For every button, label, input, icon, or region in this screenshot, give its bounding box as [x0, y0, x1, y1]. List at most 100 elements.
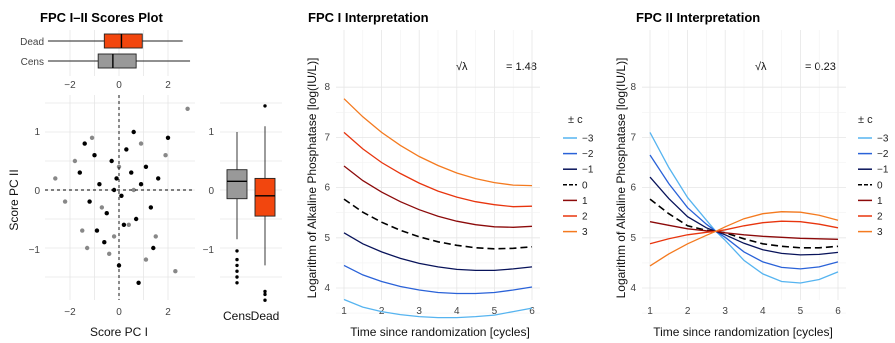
fpc2-xtick: 1 [647, 306, 653, 317]
scatter-point-cens [153, 234, 158, 239]
fpc2-annotation-value: = 0.23 [805, 61, 836, 73]
fpc1-legend-label: 0 [582, 180, 588, 191]
scatter-point-cens [131, 187, 136, 193]
scatter-point-cens [116, 164, 122, 169]
scatter-point-dead [109, 158, 114, 164]
fpc2-legend-label: 1 [877, 196, 883, 207]
fpc1-xtick: 1 [341, 306, 347, 317]
scatter-point-dead [129, 170, 134, 175]
fpc1-legend-label: −3 [582, 134, 594, 145]
fpc1-ytick: 7 [324, 132, 330, 143]
fpc1-annotation-value: = 1.48 [506, 61, 537, 73]
vbox-outlier-cens [235, 257, 239, 262]
fpc2-xtick: 2 [685, 306, 691, 317]
scatter-point-dead [148, 205, 154, 210]
scatter-point-dead [104, 211, 109, 216]
fpc1-series-line [343, 298, 533, 319]
fpc2-series-line [649, 211, 839, 267]
scatter-point-cens [143, 257, 149, 262]
fpc2-legend-label: −1 [877, 165, 889, 176]
fpc1-ytick: 6 [324, 183, 330, 194]
fpc1-legend-label: 3 [582, 227, 588, 238]
scatter-point-dead [82, 141, 87, 146]
fpc1-title: FPC I Interpretation [308, 10, 429, 25]
fpc2-legend-label: 3 [877, 227, 883, 238]
vbox-outlier-dead [263, 104, 267, 108]
fpc2-legend-label: −3 [877, 134, 889, 145]
fpc1-xlabel: Time since randomization [cycles] [350, 325, 530, 339]
scatter-point-cens [80, 228, 85, 233]
scatter-point-dead [77, 170, 83, 175]
fpc2-legend-label: 2 [877, 212, 883, 223]
scatter-point-dead [92, 153, 97, 158]
vbox-box-cens [226, 169, 248, 200]
fpc2-ylabel: Logarithm of Alkaline Phosphatase [log(I… [614, 58, 628, 299]
scatter-point-dead [136, 280, 141, 285]
fpc1-series-line [343, 232, 533, 272]
fpc1-formula-glyph: √λ [456, 61, 468, 73]
vbox-outlier-cens [235, 263, 239, 268]
scatter-xtick-0: 0 [116, 307, 122, 318]
fpc2-ytick: 7 [630, 132, 636, 143]
scatter-point-cens [84, 245, 90, 251]
scatter-xtick-2: 2 [165, 307, 171, 318]
hbox-box-dead [103, 33, 143, 49]
scatter-point-dead [94, 228, 100, 233]
fpc2-xtick: 5 [798, 306, 804, 317]
hbox-xtick-neg2: −2 [64, 80, 76, 91]
scatter-point-dead [133, 216, 139, 222]
vbox-box-dead [254, 177, 276, 217]
fpc2-ytick: 5 [630, 233, 636, 244]
fpc2-ytick: 6 [630, 183, 636, 194]
fpc2-series-line [649, 221, 839, 240]
scatter-point-cens [111, 234, 117, 239]
fpc1-series-line [343, 131, 533, 208]
scatter-xtick-neg2: −2 [64, 307, 76, 318]
fpc2-ytick: 8 [630, 82, 636, 93]
scores-plot-title: FPC I–II Scores Plot [40, 10, 163, 25]
fpc2-series-line [649, 176, 839, 256]
fpc2-legend-label: 0 [877, 180, 883, 191]
fpc1-xtick: 6 [529, 306, 535, 317]
fpc2-xtick: 3 [722, 306, 728, 317]
scatter-point-dead [124, 147, 129, 152]
fpc1-xtick: 4 [454, 306, 460, 317]
hbox-xtick-0: 0 [116, 80, 122, 91]
vbox-outlier-cens [235, 281, 239, 285]
vbox-outlier-cens [235, 269, 239, 273]
scatter-point-cens [185, 106, 190, 112]
scatter-point-cens [99, 205, 105, 210]
scatter-point-dead [111, 187, 117, 193]
vbox-outlier-dead [263, 292, 267, 297]
fpc1-legend-label: −1 [582, 165, 594, 176]
fpc1-legend-label: 2 [582, 212, 588, 223]
scatter-point-cens [72, 158, 78, 164]
fpc1-series-line [343, 198, 533, 250]
fpc2-xlabel: Time since randomization [cycles] [653, 325, 833, 339]
horizontal-boxplot-panel: Dead Cens −2 0 2 [20, 30, 191, 91]
fpc2-series-line [649, 220, 839, 245]
scatter-ylabel: Score PC II [7, 169, 21, 230]
fpc1-legend-label: −2 [582, 149, 594, 160]
scatter-point-cens [138, 141, 144, 146]
hbox-label-dead: Dead [20, 37, 44, 48]
fpc2-series-line [649, 154, 839, 270]
fpc2-xtick: 4 [760, 306, 766, 317]
scatter-point-cens [173, 269, 178, 274]
fpc1-legend-title: ± c [568, 114, 583, 126]
fpc2-formula-glyph: √λ [755, 61, 767, 73]
vbox-ytick-0: 0 [208, 186, 214, 197]
scatter-point-cens [62, 199, 68, 204]
scores-scatter-panel: 1 0 −1 −2 0 2 Score PC I Score PC II [7, 95, 195, 339]
scatter-point-dead [87, 199, 92, 204]
vertical-boxplot-panel: 1 0 −1 Cens Dead [203, 102, 282, 323]
fpc1-ytick: 4 [324, 283, 330, 294]
vbox-outlier-cens [235, 275, 239, 279]
scatter-point-dead [131, 129, 136, 135]
fpc1-xtick: 3 [416, 306, 422, 317]
fpc1-legend-label: 1 [582, 196, 588, 207]
vbox-xlabel-cens: Cens [223, 309, 251, 323]
fpc2-xtick: 6 [835, 306, 841, 317]
